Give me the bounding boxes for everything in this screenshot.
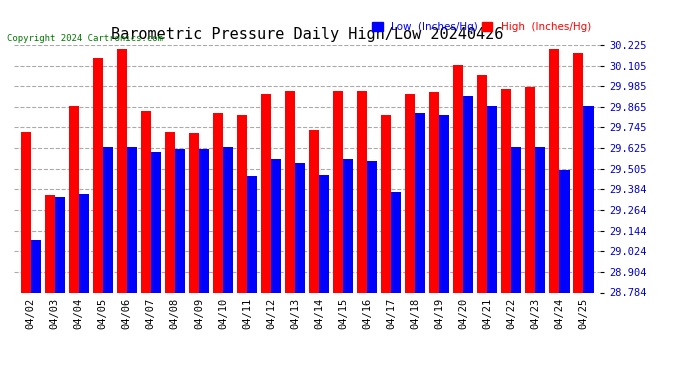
Bar xyxy=(261,94,271,292)
Bar xyxy=(511,147,522,292)
Bar xyxy=(285,90,295,292)
Bar xyxy=(429,92,440,292)
Bar xyxy=(141,111,151,292)
Bar xyxy=(175,149,185,292)
Bar xyxy=(319,175,329,292)
Bar xyxy=(584,106,593,292)
Bar xyxy=(501,89,511,292)
Bar xyxy=(92,58,103,292)
Bar xyxy=(343,159,353,292)
Bar xyxy=(127,147,137,292)
Bar xyxy=(189,134,199,292)
Bar xyxy=(247,176,257,292)
Bar xyxy=(573,53,584,292)
Bar xyxy=(117,49,127,292)
Bar xyxy=(151,152,161,292)
Bar xyxy=(367,161,377,292)
Bar xyxy=(535,147,546,292)
Bar xyxy=(440,114,449,292)
Bar xyxy=(415,113,425,292)
Bar xyxy=(357,90,367,292)
Bar xyxy=(103,147,113,292)
Bar xyxy=(21,132,30,292)
Bar xyxy=(333,90,343,292)
Bar xyxy=(165,132,175,292)
Bar xyxy=(381,114,391,292)
Bar xyxy=(45,195,55,292)
Bar xyxy=(79,194,89,292)
Bar xyxy=(68,106,79,292)
Bar xyxy=(223,147,233,292)
Bar xyxy=(213,113,223,292)
Bar xyxy=(549,49,560,292)
Bar xyxy=(453,65,463,292)
Bar xyxy=(560,170,569,292)
Bar xyxy=(525,87,535,292)
Bar xyxy=(405,94,415,292)
Text: Copyright 2024 Cartronics.com: Copyright 2024 Cartronics.com xyxy=(7,34,163,43)
Legend: Low  (Inches/Hg), High  (Inches/Hg): Low (Inches/Hg), High (Inches/Hg) xyxy=(368,18,595,36)
Bar xyxy=(295,163,305,292)
Bar xyxy=(309,130,319,292)
Bar xyxy=(271,159,281,292)
Title: Barometric Pressure Daily High/Low 20240426: Barometric Pressure Daily High/Low 20240… xyxy=(111,27,503,42)
Bar xyxy=(237,114,247,292)
Bar xyxy=(55,197,65,292)
Bar xyxy=(391,192,402,292)
Bar xyxy=(199,149,209,292)
Bar xyxy=(30,240,41,292)
Bar xyxy=(463,96,473,292)
Bar xyxy=(477,75,487,292)
Bar xyxy=(487,106,497,292)
